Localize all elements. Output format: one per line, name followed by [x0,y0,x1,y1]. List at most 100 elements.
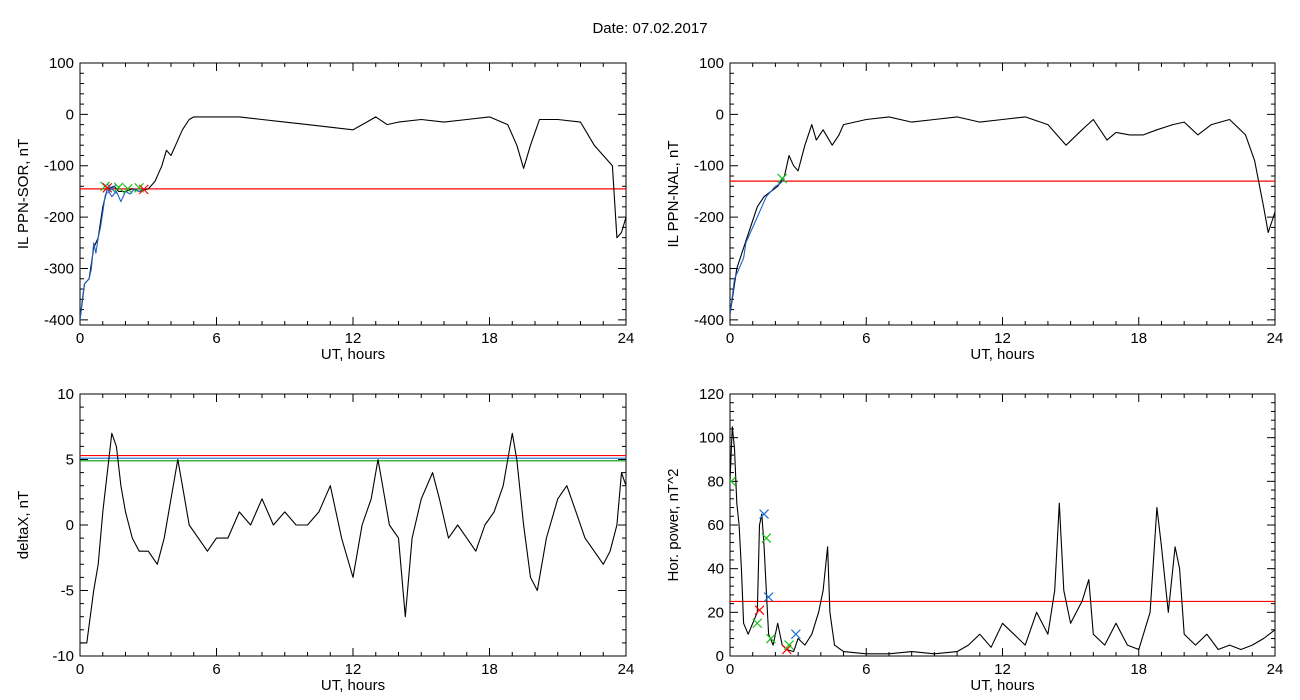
y-tick-label: -400 [44,312,74,329]
marker-cross-stroke [765,633,776,644]
x-tick-label: 24 [618,661,635,678]
marker-cross-stroke [761,533,772,544]
marker-cross [113,182,124,193]
chart-panel-4: 0 6 12 18 24 0 20 40 60 80 100 120 UT, hours Hor. pow… [665,386,1283,694]
y-tick-label: 100 [49,55,74,72]
x-axis-label: UT, hours [321,677,385,694]
x-tick-label: 18 [1130,661,1147,678]
x-axis-label: UT, hours [970,346,1034,363]
marker-cross [759,509,769,520]
series-line [80,188,144,320]
plot-area [730,116,1275,315]
marker-cross-stroke [752,618,763,629]
y-tick-label: 80 [707,473,724,490]
marker-cross-stroke [134,182,145,193]
x-tick-label: 12 [345,661,362,678]
marker-cross [122,183,133,194]
x-tick-label: 0 [726,330,734,347]
y-tick-label: 0 [716,648,724,665]
x-tick-label: 6 [212,661,220,678]
marker-cross-stroke [102,182,113,193]
y-tick-label: 10 [57,386,74,403]
y-axis-label: deltaX, nT [15,491,32,559]
y-tick-label: -100 [44,158,74,175]
y-tick-label: 100 [699,430,724,447]
y-tick-label: 120 [699,386,724,403]
x-tick-label: 18 [1130,330,1147,347]
y-axis-label: IL PPN-NAL, nT [665,141,682,248]
y-tick-label: -300 [44,260,74,277]
y-tick-label: 40 [707,561,724,578]
marker-cross-stroke [122,183,133,194]
x-tick-label: 12 [994,661,1011,678]
y-tick-label: -10 [52,648,74,665]
marker-cross [784,640,794,651]
chart-panel-3: 0 6 12 18 24 -10 -5 0 5 10 UT, hours deltaX, nT [15,386,634,694]
x-tick-label: 12 [345,330,362,347]
marker-cross-stroke [754,605,765,616]
y-tick-label: -100 [694,158,724,175]
y-axis-label: Hor. power, nT^2 [665,469,682,582]
x-tick-label: 12 [994,330,1011,347]
plot-area [80,432,626,644]
x-axis-label: UT, hours [321,346,385,363]
y-tick-label: 0 [716,106,724,123]
marker-cross [761,533,772,544]
y-tick-label: 20 [707,604,724,621]
marker-cross-stroke [113,182,124,193]
page-title: Date: 07.02.2017 [592,20,708,37]
chart-panel-1: 0 6 12 18 24 -400 -300 -200 -100 0 100 UT, hours IL … [15,55,634,363]
marker-cross [138,184,149,195]
y-axis-label: IL PPN-SOR, nT [15,139,32,249]
marker-cross-stroke [730,476,737,484]
plot-area [80,116,626,320]
x-tick-label: 18 [481,330,498,347]
chart-panel-2: 0 6 12 18 24 -400 -300 -200 -100 0 100 UT, hours IL … [665,55,1283,363]
series-line [730,426,1275,655]
plot-area [730,426,1275,655]
x-tick-label: 24 [618,330,635,347]
x-tick-label: 0 [726,661,734,678]
marker-cross [752,618,763,629]
x-tick-label: 6 [212,330,220,347]
y-tick-label: -300 [694,260,724,277]
y-tick-label: 100 [699,55,724,72]
series-line [80,432,626,644]
y-tick-label: -400 [694,312,724,329]
x-tick-label: 24 [1267,661,1284,678]
marker-cross-stroke [759,509,769,520]
marker-cross-stroke [784,640,794,651]
plot-frame [79,393,627,657]
marker-cross-stroke [790,629,801,640]
marker-cross-stroke [106,183,117,194]
x-axis-label: UT, hours [970,677,1034,694]
x-tick-label: 24 [1267,330,1284,347]
y-tick-label: -200 [694,209,724,226]
marker-cross-stroke [138,184,149,195]
y-tick-label: 5 [66,452,74,469]
plot-frame [79,62,627,326]
y-tick-label: -200 [44,209,74,226]
marker-cross [765,633,776,644]
marker-cross [790,629,801,640]
y-tick-label: 0 [66,106,74,123]
series-line [730,178,785,315]
series-line [80,116,626,320]
y-tick-label: -5 [61,583,74,600]
x-tick-label: 18 [481,661,498,678]
y-tick-label: 60 [707,517,724,534]
marker-cross [777,173,788,184]
marker-cross [763,592,774,602]
series-line [730,116,1275,315]
plot-frame [729,393,1276,657]
x-tick-label: 6 [862,330,870,347]
marker-cross-stroke [777,173,788,184]
x-tick-label: 6 [862,661,870,678]
plot-frame [729,62,1276,326]
x-tick-label: 0 [76,661,84,678]
marker-cross [754,605,765,616]
y-tick-label: 0 [66,517,74,534]
marker-cross-stroke [763,592,774,602]
marker-cross [730,476,737,487]
